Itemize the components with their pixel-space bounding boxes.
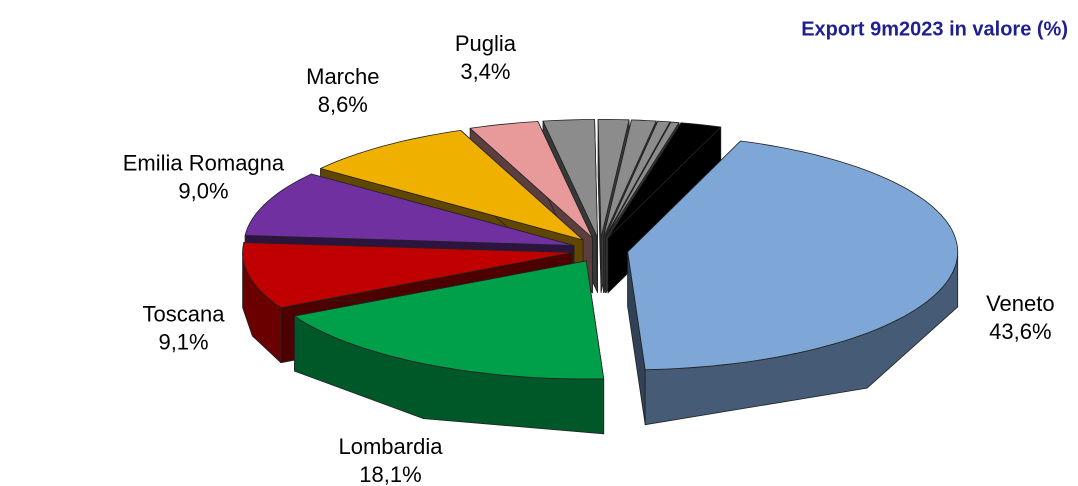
slice: [244, 173, 575, 246]
slice-value-label: 3,4%: [460, 59, 510, 84]
slice: [597, 119, 630, 238]
slice-value-label: 8,6%: [318, 92, 368, 117]
slice: [603, 119, 657, 238]
slice: [604, 120, 671, 239]
slice-label: Toscana: [143, 301, 226, 326]
slice-label: Veneto: [986, 291, 1055, 316]
slice-value-label: 9,0%: [178, 179, 228, 204]
slice-label: Marche: [306, 64, 379, 89]
slice: [607, 122, 722, 239]
slice: [627, 140, 959, 371]
slice-label: Emilia Romagna: [123, 151, 285, 176]
slice: [605, 121, 680, 239]
slice-label: Puglia: [455, 31, 517, 56]
slice: [542, 119, 598, 238]
slice-label: Lombardia: [338, 434, 443, 459]
slice-value-label: 43,6%: [989, 319, 1051, 344]
slice: [242, 242, 573, 309]
slice-value-label: 18,1%: [359, 462, 421, 486]
slice: [469, 121, 593, 239]
slice: [320, 130, 584, 241]
slice: [294, 260, 605, 380]
chart-title: Export 9m2023 in valore (%): [801, 18, 1068, 40]
slice-value-label: 9,1%: [158, 329, 208, 354]
